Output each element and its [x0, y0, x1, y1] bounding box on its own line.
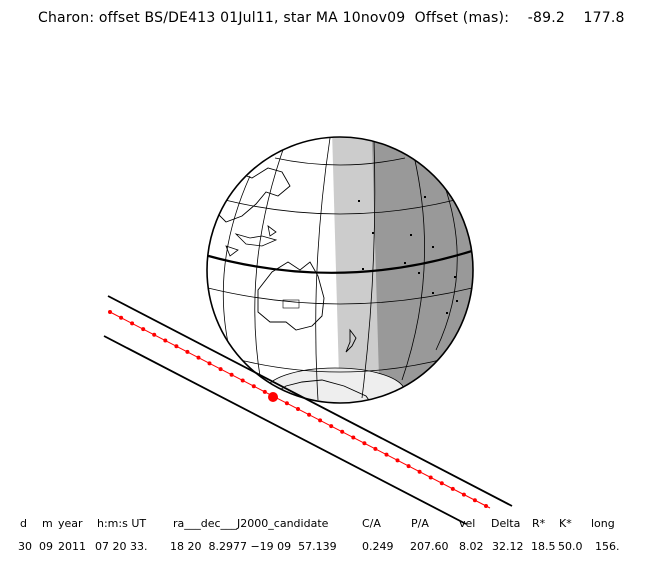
shadow-path: [103, 295, 513, 525]
col-long-header: long: [591, 517, 615, 530]
track-point: [384, 452, 389, 457]
track-point: [318, 418, 323, 423]
track-point: [108, 310, 112, 314]
col-day-header: d: [20, 517, 27, 530]
track-point: [185, 349, 190, 354]
track-point: [439, 481, 444, 486]
val-rstar: 18.5: [531, 540, 556, 553]
track-point: [196, 355, 201, 360]
col-ca-header: C/A: [362, 517, 381, 530]
track-point: [163, 338, 168, 343]
track-point: [240, 378, 245, 383]
south-limit-line: [103, 335, 467, 525]
val-month: 09: [39, 540, 53, 553]
track-point: [174, 344, 179, 349]
col-time-header: h:m:s UT: [97, 517, 147, 530]
track-point: [251, 384, 256, 389]
val-radec: 18 20 8.2977 −19 09 57.139: [170, 540, 337, 553]
track-point: [450, 486, 455, 491]
val-vel: 8.02: [459, 540, 484, 553]
earth-globe: [206, 136, 474, 404]
track-point: [207, 361, 212, 366]
track-point: [296, 407, 300, 411]
track-point: [428, 475, 433, 480]
track-point: [472, 498, 477, 503]
val-pa: 207.60: [410, 540, 449, 553]
col-year-header: year: [58, 517, 83, 530]
track-point: [340, 429, 345, 434]
track-point: [141, 327, 146, 332]
val-time: 07 20 33.: [95, 540, 148, 553]
track-point: [119, 315, 124, 320]
col-delta-header: Delta: [491, 517, 521, 530]
col-rstar-header: R*: [532, 517, 546, 530]
track-point: [152, 332, 157, 337]
val-long: 156.: [595, 540, 620, 553]
track-point: [351, 435, 356, 440]
track-point: [484, 504, 488, 508]
col-month-header: m: [42, 517, 53, 530]
plot-title: Charon: offset BS/DE413 01Jul11, star MA…: [38, 10, 625, 26]
val-day: 30: [18, 540, 32, 553]
track-point: [395, 458, 400, 463]
track-point: [329, 424, 334, 429]
north-limit-line: [107, 295, 513, 507]
track-point: [262, 389, 267, 394]
new-zealand-outline: [345, 328, 357, 353]
track-point: [362, 441, 367, 446]
val-ca: 0.249: [362, 540, 394, 553]
closest-approach-marker: [268, 392, 278, 402]
track-point: [307, 412, 312, 417]
val-year: 2011: [58, 540, 86, 553]
track-point: [461, 492, 466, 497]
antarctica-outline: [269, 379, 377, 403]
col-vel-header: vel: [459, 517, 476, 530]
australia-outline: [257, 261, 325, 331]
track-point: [373, 446, 378, 451]
col-radec-header: ra___dec___J2000_candidate: [173, 517, 329, 530]
center-line: [109, 311, 491, 509]
val-delta: 32.12: [492, 540, 524, 553]
track-point: [417, 469, 422, 474]
indonesia-islands: [225, 225, 278, 257]
equator: [207, 248, 473, 274]
track-point: [229, 372, 234, 377]
track-point: [218, 367, 223, 372]
twilight-band: [332, 137, 382, 403]
track-point: [130, 321, 135, 326]
col-pa-header: P/A: [411, 517, 429, 530]
track-points: [108, 310, 488, 508]
track-point: [406, 464, 411, 469]
track-point: [284, 401, 289, 406]
col-kstar-header: K*: [559, 517, 572, 530]
val-kstar: 50.0: [558, 540, 583, 553]
